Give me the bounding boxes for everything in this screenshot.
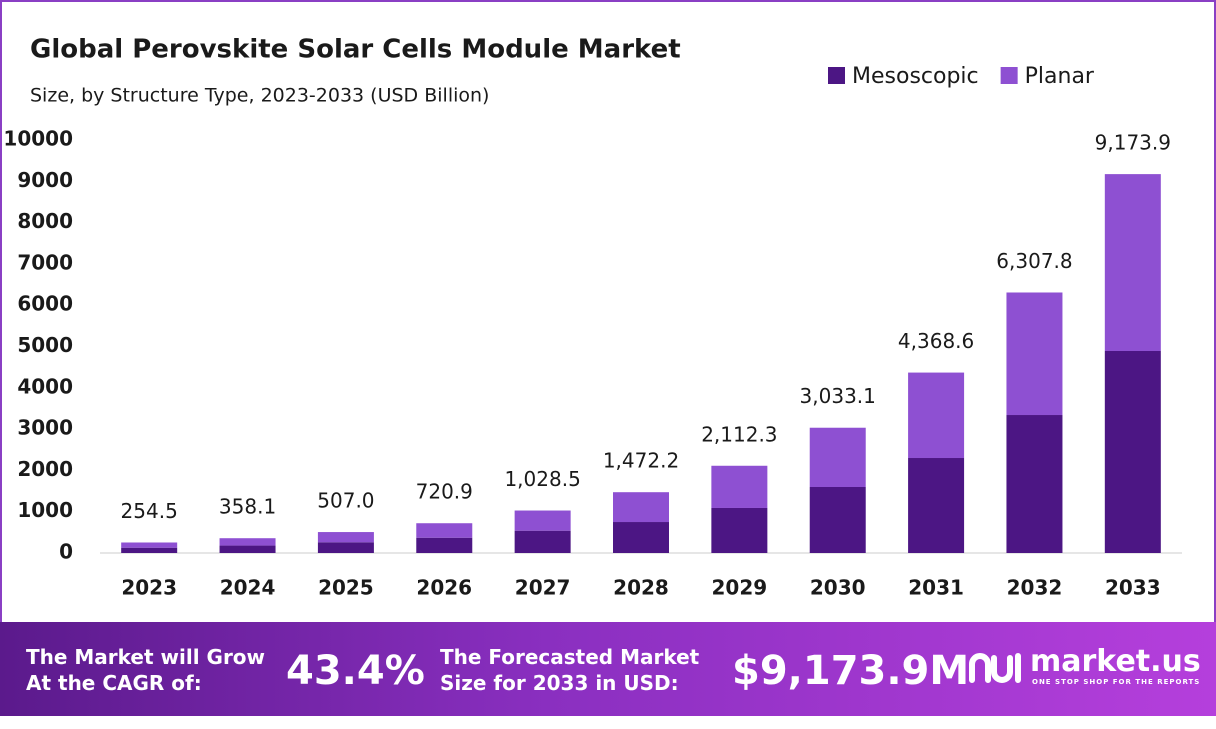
- y-tick-label: 8000: [17, 209, 73, 233]
- x-tick-label: 2026: [416, 576, 472, 600]
- forecast-line: Size for 2033 in USD:: [440, 671, 679, 695]
- x-tick-label: 2024: [220, 576, 276, 600]
- bar-segment: [317, 542, 374, 553]
- x-tick-label: 2030: [810, 576, 866, 600]
- x-tick-label: 2029: [712, 576, 768, 600]
- total-label: 254.5: [121, 499, 178, 523]
- total-label: 358.1: [219, 495, 276, 519]
- total-label: 6,307.8: [996, 249, 1072, 273]
- cagr-line: The Market will Grow: [26, 645, 266, 669]
- legend-label: Mesoscopic: [852, 64, 979, 89]
- bar-segment: [711, 507, 768, 553]
- bar-segment: [121, 542, 178, 548]
- x-tick-label: 2025: [318, 576, 374, 600]
- forecast-line: The Forecasted Market: [440, 645, 700, 669]
- x-tick-label: 2031: [908, 576, 964, 600]
- x-tick-label: 2027: [515, 576, 571, 600]
- total-label: 1,028.5: [504, 467, 580, 491]
- total-label: 9,173.9: [1095, 131, 1171, 155]
- cagr-text: The Market will Grow At the CAGR of:: [26, 644, 265, 696]
- total-label: 720.9: [416, 480, 473, 504]
- bar-segment: [1006, 292, 1063, 416]
- cagr-value: 43.4%: [286, 648, 425, 694]
- x-tick-label: 2023: [121, 576, 177, 600]
- legend-label: Planar: [1025, 64, 1095, 89]
- x-tick-label: 2032: [1007, 576, 1063, 600]
- bar-segment: [908, 458, 965, 553]
- brand-tagline: ONE STOP SHOP FOR THE REPORTS: [1032, 678, 1201, 686]
- y-tick-label: 10000: [3, 127, 73, 151]
- total-label: 1,472.2: [603, 449, 679, 473]
- forecast-text: The Forecasted Market Size for 2033 in US…: [440, 644, 699, 696]
- y-tick-label: 0: [59, 540, 73, 564]
- bar-segment: [317, 532, 374, 543]
- y-tick-label: 1000: [17, 498, 73, 522]
- y-tick-label: 4000: [17, 374, 73, 398]
- bar-segment: [121, 547, 178, 553]
- chart: Global Perovskite Solar Cells Module Mar…: [0, 0, 1216, 622]
- total-label: 3,033.1: [800, 384, 876, 408]
- y-tick-label: 5000: [17, 333, 73, 357]
- bar-segment: [711, 465, 768, 508]
- total-label: 2,112.3: [701, 422, 777, 446]
- bar-segment: [809, 427, 866, 488]
- bar-segment: [219, 538, 276, 546]
- brand-name: market.us: [1030, 644, 1201, 679]
- bar-segment: [613, 492, 669, 523]
- bar-segment: [1104, 351, 1161, 553]
- y-tick-label: 2000: [17, 457, 73, 481]
- x-tick-label: 2033: [1105, 576, 1161, 600]
- total-label: 507.0: [317, 489, 374, 513]
- bar-segment: [809, 487, 866, 553]
- legend-swatch: [828, 67, 845, 84]
- bar-segment: [416, 537, 473, 553]
- brand-logo: [969, 653, 1021, 683]
- forecast-value: $9,173.9M: [732, 648, 970, 694]
- chart-title: Global Perovskite Solar Cells Module Mar…: [30, 35, 681, 65]
- bar-segment: [1104, 174, 1161, 352]
- cagr-line: At the CAGR of:: [26, 671, 202, 695]
- legend-swatch: [1000, 67, 1018, 84]
- total-label: 4,368.6: [898, 329, 974, 353]
- y-tick-label: 7000: [17, 250, 73, 274]
- bar-segment: [1006, 415, 1063, 553]
- bar-segment: [219, 545, 276, 553]
- chart-subtitle: Size, by Structure Type, 2023-2033 (USD …: [30, 85, 489, 107]
- bar-segment: [416, 523, 473, 538]
- footer-banner: The Market will Grow At the CAGR of: 43.4…: [0, 622, 1216, 716]
- bar-segment: [908, 372, 965, 459]
- bar-segment: [613, 522, 669, 553]
- x-tick-label: 2028: [613, 576, 669, 600]
- frame: [0, 0, 1216, 622]
- bar-segment: [514, 530, 571, 553]
- bar-segment: [514, 510, 571, 531]
- y-tick-label: 9000: [17, 168, 73, 192]
- y-tick-label: 6000: [17, 292, 73, 316]
- y-tick-label: 3000: [17, 416, 73, 440]
